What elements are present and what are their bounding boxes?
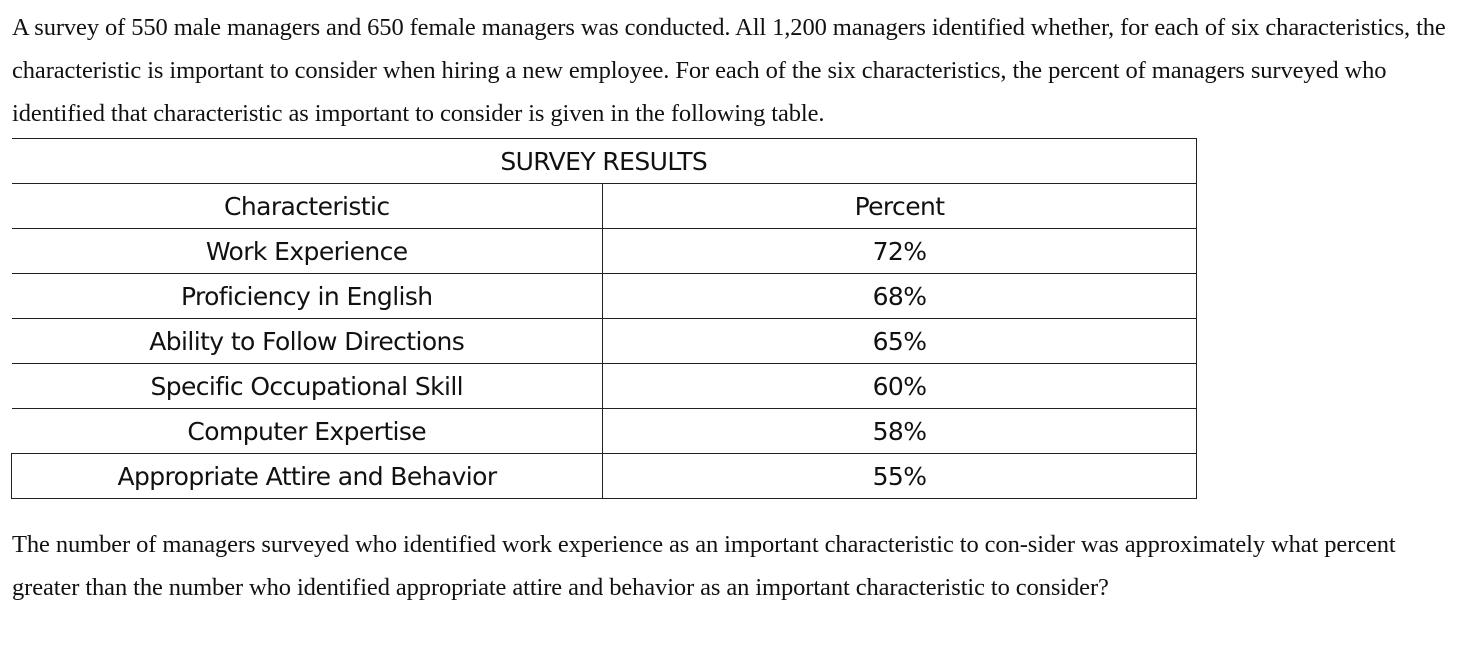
table-title: SURVEY RESULTS bbox=[11, 138, 1197, 184]
intro-paragraph: A survey of 550 male managers and 650 fe… bbox=[12, 14, 1446, 127]
table-row: Work Experience 72% bbox=[11, 228, 1197, 274]
header-characteristic: Characteristic bbox=[11, 183, 603, 229]
table-row: Computer Expertise 58% bbox=[11, 408, 1197, 454]
cell-percent: 60% bbox=[602, 363, 1197, 409]
table-row: Ability to Follow Directions 65% bbox=[11, 318, 1197, 364]
cell-percent: 68% bbox=[602, 273, 1197, 319]
cell-characteristic: Proficiency in English bbox=[11, 273, 603, 319]
cell-characteristic: Specific Occupational Skill bbox=[11, 363, 603, 409]
table-row: Appropriate Attire and Behavior 55% bbox=[11, 453, 1197, 499]
cell-percent: 58% bbox=[602, 408, 1197, 454]
survey-results-table: SURVEY RESULTS Characteristic Percent Wo… bbox=[11, 138, 1197, 499]
table-header-row: Characteristic Percent bbox=[11, 183, 1197, 229]
header-percent: Percent bbox=[602, 183, 1197, 229]
table-row: Specific Occupational Skill 60% bbox=[11, 363, 1197, 409]
cell-characteristic: Computer Expertise bbox=[11, 408, 603, 454]
cell-characteristic: Appropriate Attire and Behavior bbox=[11, 453, 603, 499]
cell-characteristic: Ability to Follow Directions bbox=[11, 318, 603, 364]
table-title-row: SURVEY RESULTS bbox=[11, 138, 1197, 184]
cell-characteristic: Work Experience bbox=[11, 228, 603, 274]
question-paragraph: The number of managers surveyed who iden… bbox=[12, 531, 1396, 601]
table-row: Proficiency in English 68% bbox=[11, 273, 1197, 319]
cell-percent: 55% bbox=[602, 453, 1197, 499]
cell-percent: 72% bbox=[602, 228, 1197, 274]
cell-percent: 65% bbox=[602, 318, 1197, 364]
